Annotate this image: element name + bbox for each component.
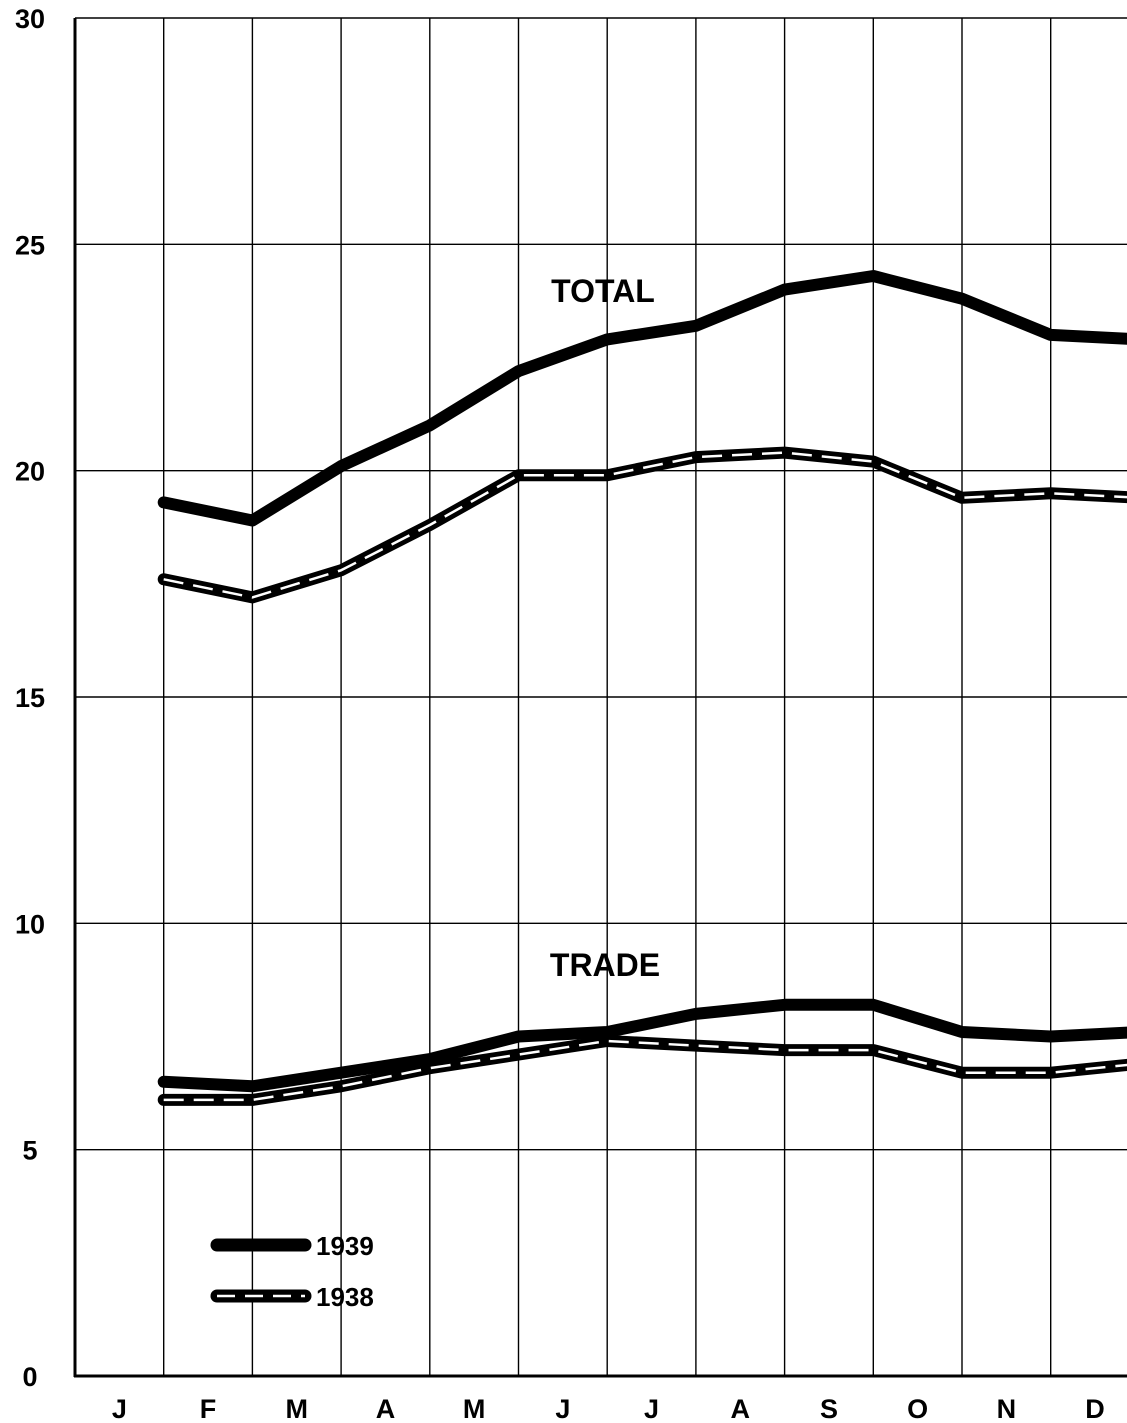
series-trade-1939 — [157, 998, 1127, 1093]
x-tick-label: M — [463, 1394, 486, 1423]
y-tick-label: 5 — [22, 1136, 37, 1166]
series-total-1938 — [157, 446, 1127, 604]
series-line — [157, 1035, 1127, 1106]
x-tick-label: A — [731, 1394, 751, 1423]
legend-label-1939: 1939 — [316, 1231, 374, 1261]
x-tick-label: S — [820, 1394, 838, 1423]
series-line-inner — [163, 451, 1127, 599]
annotation-total: TOTAL — [551, 273, 655, 309]
y-tick-label: 30 — [15, 4, 45, 34]
x-tick-label: J — [555, 1394, 570, 1423]
x-tick-label: J — [644, 1394, 659, 1423]
legend-item-1939: 1939 — [210, 1231, 374, 1261]
x-tick-label: O — [907, 1394, 928, 1423]
x-tick-label: M — [286, 1394, 309, 1423]
y-tick-label: 0 — [22, 1362, 37, 1392]
legend-label-1938: 1938 — [316, 1282, 374, 1312]
y-tick-label: 15 — [15, 683, 45, 713]
x-tick-label: N — [997, 1394, 1017, 1423]
legend-item-1938: 1938 — [210, 1282, 374, 1312]
grid — [75, 17, 1127, 1376]
series-line — [157, 446, 1127, 604]
x-tick-label: J — [112, 1394, 127, 1423]
y-tick-label: 20 — [15, 457, 45, 487]
series-total-1939 — [157, 270, 1127, 527]
series-trade-1938 — [157, 1035, 1127, 1106]
y-tick-label: 25 — [15, 230, 45, 260]
x-tick-label: A — [376, 1394, 396, 1423]
series-line-inner — [163, 1039, 1127, 1102]
x-tick-label: D — [1085, 1394, 1105, 1423]
y-tick-label: 10 — [15, 909, 45, 939]
axes — [73, 18, 1127, 1378]
x-tick-label: F — [200, 1394, 217, 1423]
y-axis-tick-labels: 0 5 10 15 20 25 30 — [15, 4, 45, 1392]
series-lines — [157, 270, 1127, 1106]
series-line — [157, 270, 1127, 527]
series-line — [157, 998, 1127, 1093]
legend: 1939 1938 — [210, 1231, 374, 1312]
annotation-trade: TRADE — [550, 947, 660, 983]
